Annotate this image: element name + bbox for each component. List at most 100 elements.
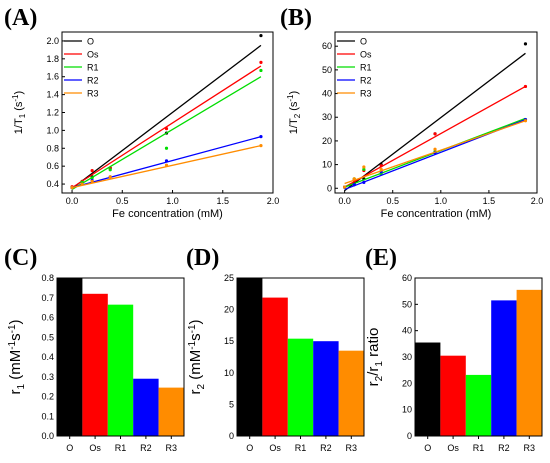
y-tick-label: 1.6 [46,72,59,82]
fit-line-Os [71,65,262,189]
y-tick-label: 20 [402,378,412,388]
y-label-sub: 2 [196,384,207,390]
data-point-R3 [164,163,169,167]
y-tick-label: 40 [402,326,412,336]
panel-letter: (C) [4,245,37,271]
y-tick-label: 2.0 [46,36,59,46]
x-tick-label: 1.5 [483,196,496,206]
y-label-unit-sup2: -1 [187,324,198,333]
y-tick-label: 0.2 [41,392,54,402]
data-point-Os [90,169,94,173]
bar-Os [82,293,108,436]
x-tick-label: 1.0 [435,196,448,206]
data-point-R3 [108,175,112,179]
y-tick-label: 1.0 [46,125,59,135]
data-point-Os [523,84,528,89]
plot-frame-top [56,277,185,437]
y-tick-label: 1.2 [46,108,59,118]
category-label-R1: R1 [473,443,485,453]
data-point-R3 [259,143,263,148]
y-label-main: 1/T [13,118,25,134]
y-tick-label: 0.6 [46,161,59,171]
data-point-Os [379,164,383,168]
x-tick-label: 0.0 [338,196,351,206]
data-point-R1 [108,168,112,172]
x-axis-label: Fe concentration (mM) [112,208,223,220]
y-label-unit-sup2: -1 [7,324,18,333]
y-label-unit-mid: s [7,333,24,341]
bar-R2 [313,341,339,436]
y-tick-label: 30 [322,112,332,122]
bar-O [57,278,83,436]
legend-label-R2: R2 [360,76,372,86]
data-point-O [259,33,263,38]
plot-frame-top [236,277,365,437]
y-tick-label: 5 [229,399,234,409]
bar-O [415,342,441,436]
y-label-main: r [7,390,24,395]
y-tick-label: 60 [322,41,332,51]
y-tick-label: 0.3 [41,372,54,382]
fit-line-O [71,44,262,190]
category-label-Os: Os [89,443,101,453]
y-tick-label: 0.4 [41,352,54,362]
bar-O [237,278,263,436]
category-label-R1: R1 [115,443,127,453]
data-point-R1 [90,176,94,180]
y-tick-label: 0.6 [41,313,54,323]
y-tick-label: 40 [322,89,332,99]
y-tick-label: 50 [402,299,412,309]
y-label-main: r [187,390,204,395]
data-point-R2 [164,159,169,163]
y-label-unit-end: ) [7,319,24,324]
category-label-R3: R3 [346,443,358,453]
category-label-O: O [66,443,73,453]
y-tick-label: 25 [224,273,234,283]
category-label-R3: R3 [524,443,536,453]
category-label-O: O [246,443,253,453]
y-label-unit-end: ) [187,319,204,324]
legend-label-R3: R3 [360,89,372,99]
bar-R3 [338,350,364,436]
y-tick-label: 0 [229,431,234,441]
category-label-R3: R3 [166,443,178,453]
data-point-R3 [523,119,528,123]
panel-3: (C) 0.0 0.1 0.2 0.3 0.4 0.5 0.6 0.7 0.8 O Os R1 R2 R3 r… [4,245,185,453]
x-tick-label: 0.5 [386,196,399,206]
bar-Os [440,355,466,436]
bar-R1 [107,304,134,436]
y-axis-label: r2 (mM-1s-1) [187,319,207,394]
x-tick-label: 0.5 [116,196,129,206]
y-label-main: 1/T [288,118,300,134]
y-label-mid: /r [365,367,382,376]
y-tick-label: 0.8 [46,143,59,153]
fit-line-Os [344,85,526,188]
y-axis-label: r2/r1 ratio [365,328,385,387]
y-label-unit-sup: -1 [187,340,198,349]
data-point-R3 [343,185,347,189]
bar-R3 [516,289,542,436]
bar-Os [262,297,288,436]
data-point-R1 [259,68,263,73]
y-tick-label: 20 [322,136,332,146]
data-point-R2 [362,180,366,184]
y-label-unit-mid: s [187,333,204,341]
y-label-sub2: 1 [374,361,385,367]
y-tick-label: 0 [407,431,412,441]
y-tick-label: 15 [224,336,234,346]
bar-R2 [133,378,159,436]
y-axis-label: 1/T2 (s-1) [286,91,302,134]
category-label-O: O [424,443,431,453]
panel-2: (B) 0 10 20 30 40 50 60 0.0 0.5 1.0 1.5 2.0 Fe concen… [280,5,543,220]
x-tick-label: 0.0 [66,196,79,206]
y-tick-label: 0.5 [41,332,54,342]
y-tick-label: 0.0 [41,431,54,441]
plot-frame-top [414,277,543,437]
legend-label-R2: R2 [87,76,99,86]
y-label-unit: (s [13,101,25,111]
y-tick-label: 0.4 [46,179,59,189]
data-point-R3 [90,179,94,183]
data-point-Os [164,127,169,131]
